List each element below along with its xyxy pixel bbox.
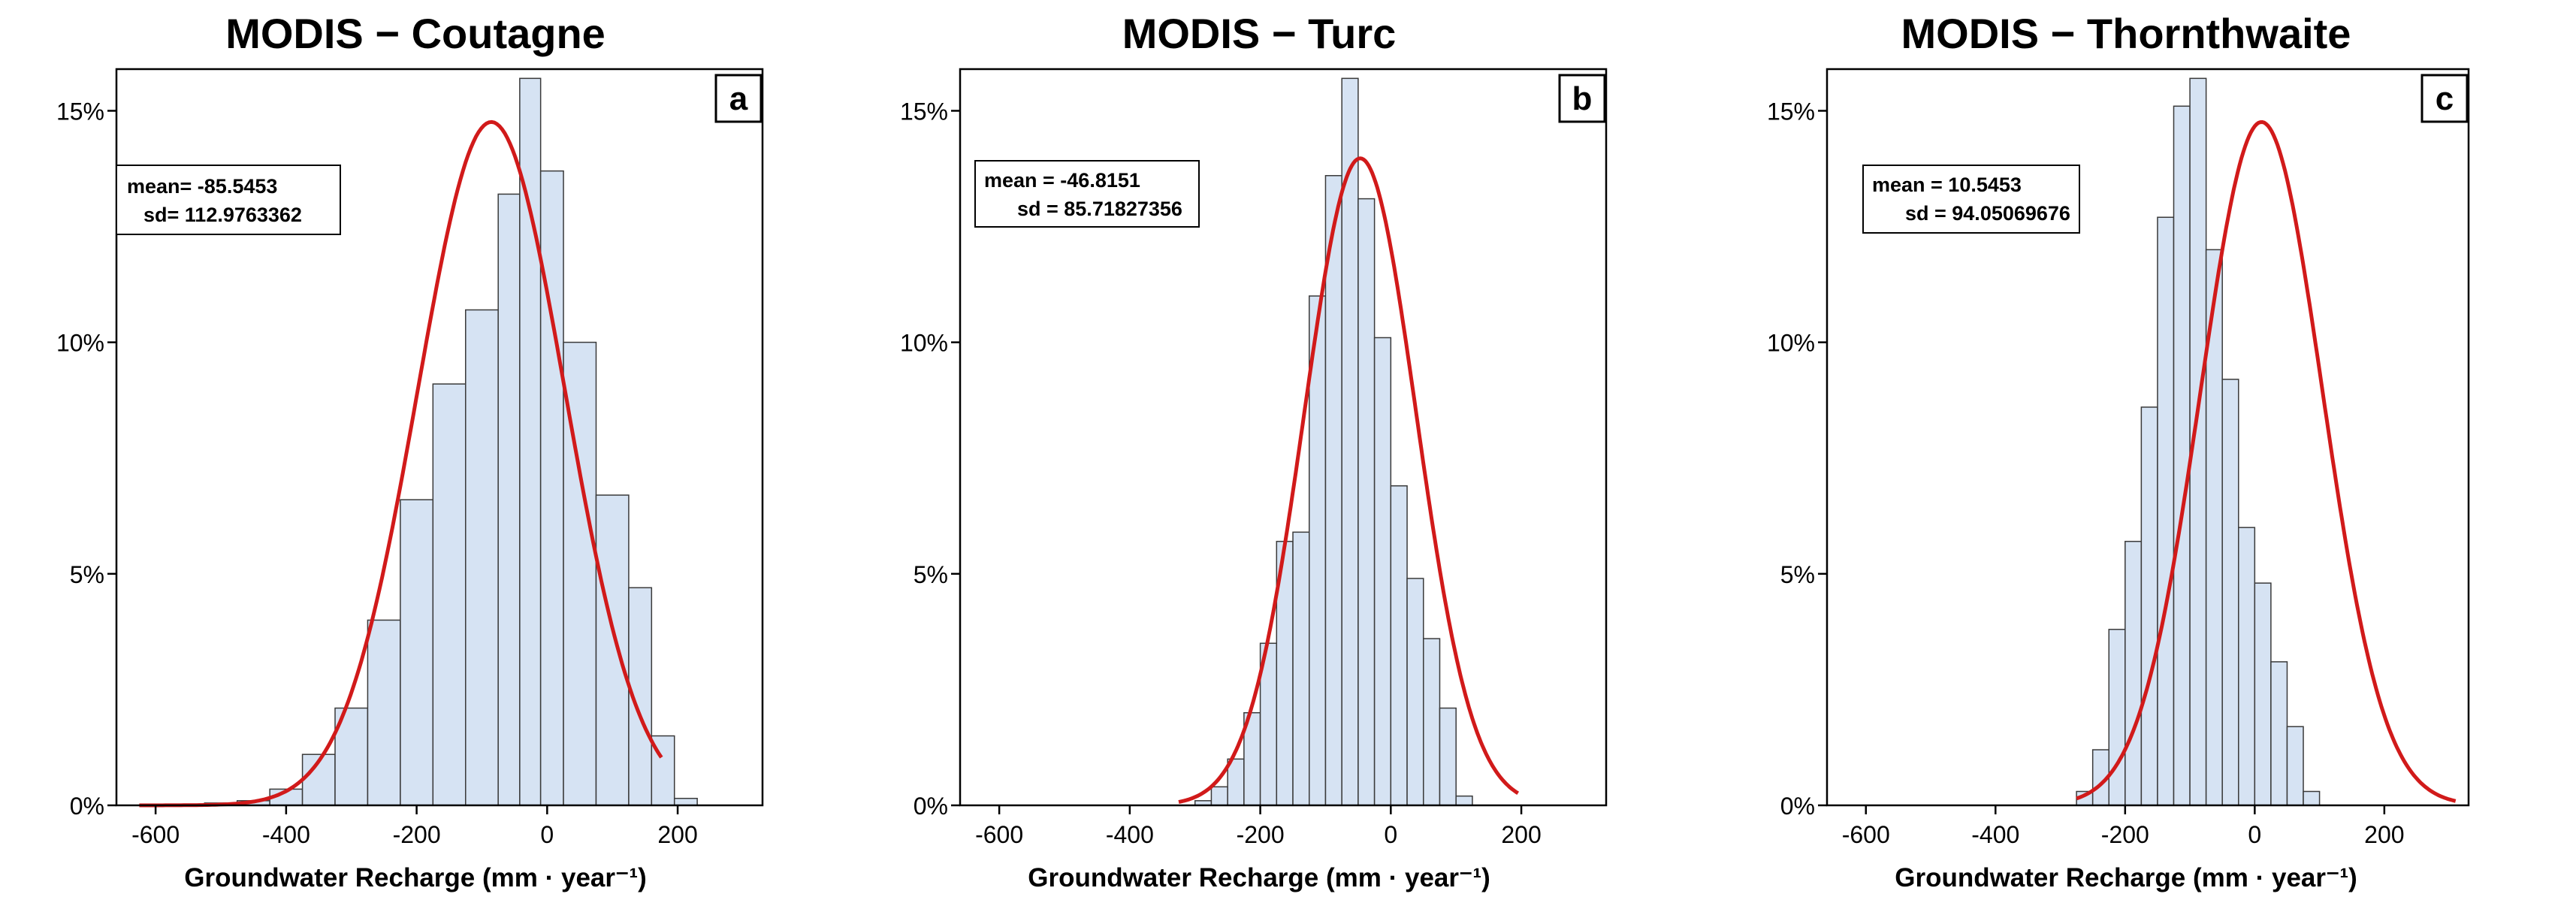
histogram-bar: [2173, 105, 2191, 806]
histogram-bar: [2286, 726, 2304, 806]
legend-sd: sd = 85.71827356: [1017, 198, 1182, 220]
histogram-bar: [595, 494, 630, 806]
normal-curve: [2076, 119, 2457, 803]
histogram-bar: [673, 798, 698, 806]
histogram-bar: [1210, 786, 1228, 806]
y-tick-label: 10%: [56, 330, 104, 357]
legend-mean: mean = -46.8151: [984, 169, 1140, 192]
plot-frame: [959, 68, 1608, 807]
axes: 0% 5% 10% 15% -600 -400 -200 0 200: [56, 68, 764, 848]
panel-c: MODIS − Thornthwaite 0% 5% 10% 15% -600 -400 -…: [1767, 10, 2470, 892]
panel-label-text: b: [1572, 80, 1593, 117]
histogram-bar: [2254, 582, 2272, 806]
x-tick-label: -200: [393, 821, 441, 848]
histogram-bar: [2221, 379, 2239, 806]
histogram-bar: [2270, 661, 2288, 806]
histogram-bar: [334, 707, 369, 806]
legend-box: [974, 160, 1200, 228]
panel-label: a: [714, 74, 763, 123]
histogram-bar: [497, 193, 521, 806]
x-tick-label: -400: [1971, 821, 2019, 848]
x-tick-label: -400: [1106, 821, 1154, 848]
x-tick-label: 200: [2364, 821, 2404, 848]
chart-title: MODIS − Coutagne: [225, 10, 605, 57]
chart-title: MODIS − Turc: [1122, 10, 1397, 57]
histogram-bar: [1390, 485, 1408, 806]
axes: 0% 5% 10% 15% -600 -400 -200 0 200: [1767, 68, 2470, 848]
y-tick-label: 5%: [1780, 561, 1815, 588]
histogram-bar: [1406, 578, 1424, 806]
stats-legend: mean = -46.8151 sd = 85.71827356: [974, 160, 1200, 228]
legend-mean: mean = 10.5453: [1872, 174, 2022, 196]
histogram-bar: [400, 499, 434, 806]
x-axis-label: Groundwater Recharge (mm · year⁻¹): [1028, 863, 1490, 892]
plot-frame: [1826, 68, 2470, 807]
y-tick-label: 10%: [900, 330, 948, 357]
histogram-bar: [432, 383, 467, 806]
y-tick-label: 0%: [70, 793, 104, 820]
y-tick-label: 10%: [1767, 330, 1815, 357]
y-tick-label: 0%: [1780, 793, 1815, 820]
legend-sd: sd = 94.05069676: [1905, 202, 2070, 225]
histogram-bar: [2303, 790, 2321, 806]
normal-curve: [1178, 156, 1520, 805]
histogram-bar: [2238, 527, 2256, 806]
x-tick-label: 200: [657, 821, 697, 848]
histogram-bar: [2125, 540, 2143, 806]
axes: 0% 5% 10% 15% -600 -400 -200 0 200: [900, 68, 1608, 848]
legend-mean: mean= -85.5453: [127, 175, 277, 198]
histogram-bar: [1324, 175, 1342, 806]
x-tick-label: 0: [1384, 821, 1397, 848]
histogram-bar: [2140, 406, 2158, 806]
histogram-bar: [2108, 629, 2126, 806]
plot-frame: [115, 68, 764, 807]
histogram-bar: [1227, 758, 1245, 806]
panel-b: MODIS − Turc 0%5%10%15%-600 -400 -200 0 200 …: [900, 10, 1608, 892]
histogram-bar: [1439, 707, 1457, 806]
histogram-bar: [539, 170, 564, 806]
x-tick-label: -200: [2101, 821, 2149, 848]
x-tick-label: -600: [131, 821, 180, 848]
y-tick-label: 5%: [70, 561, 104, 588]
histogram-bar: [464, 309, 499, 806]
x-tick-label: -600: [975, 821, 1023, 848]
bars: [204, 77, 698, 806]
histogram-bar: [1455, 795, 1473, 806]
legend-box: [116, 165, 341, 235]
y-tick-label: 0%: [914, 793, 948, 820]
x-tick-label: 0: [540, 821, 554, 848]
stats-legend: mean= -85.5453 sd= 112.9763362: [116, 165, 341, 235]
panel-label-text: c: [2436, 80, 2454, 117]
panel-label: c: [2420, 74, 2469, 123]
y-tick-label: 15%: [900, 98, 948, 125]
bars: [1194, 77, 1473, 806]
y-tick-label: 5%: [914, 561, 948, 588]
normal-curve: [139, 119, 663, 808]
histogram-bar: [1373, 337, 1392, 806]
chart-title: MODIS − Thornthwaite: [1901, 10, 2351, 57]
panel-label-text: a: [729, 80, 748, 117]
x-tick-label: -200: [1237, 821, 1285, 848]
x-axis-label: Groundwater Recharge (mm · year⁻¹): [184, 863, 647, 892]
x-tick-label: 0: [2248, 821, 2261, 848]
panel-label: b: [1558, 74, 1606, 123]
legend-sd: sd= 112.9763362: [143, 204, 302, 226]
y-tick-label: 15%: [56, 98, 104, 125]
panel-a: MODIS − Coutagne 0%5%10%15%-600 -400 -200 0…: [56, 10, 764, 892]
histogram-bar: [1423, 638, 1441, 806]
legend-box: [1862, 165, 2080, 234]
x-tick-label: 200: [1501, 821, 1541, 848]
y-tick-label: 15%: [1767, 98, 1815, 125]
histogram-bar: [1292, 531, 1310, 806]
x-axis-label: Groundwater Recharge (mm · year⁻¹): [1895, 863, 2357, 892]
histogram-bar: [367, 619, 401, 806]
histogram-bar: [2157, 216, 2175, 806]
bars: [2076, 77, 2321, 806]
histogram-bar: [1357, 198, 1376, 806]
stats-legend: mean = 10.5453 sd = 94.05069676: [1862, 165, 2080, 234]
x-tick-label: -600: [1842, 821, 1890, 848]
x-tick-label: -400: [262, 821, 310, 848]
